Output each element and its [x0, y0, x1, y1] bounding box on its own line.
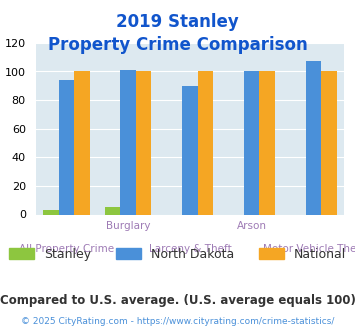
- Text: Burglary: Burglary: [106, 221, 151, 231]
- Text: Arson: Arson: [237, 221, 267, 231]
- Text: 2019 Stanley: 2019 Stanley: [116, 13, 239, 31]
- Bar: [321, 72, 337, 214]
- Bar: [306, 61, 321, 214]
- Text: All Property Crime: All Property Crime: [19, 244, 114, 254]
- Bar: [43, 210, 59, 214]
- Bar: [198, 72, 213, 214]
- Bar: [105, 207, 120, 215]
- Bar: [260, 72, 275, 214]
- Bar: [59, 80, 74, 214]
- Text: Larceny & Theft: Larceny & Theft: [148, 244, 231, 254]
- Bar: [136, 72, 151, 214]
- Text: © 2025 CityRating.com - https://www.cityrating.com/crime-statistics/: © 2025 CityRating.com - https://www.city…: [21, 317, 334, 326]
- Bar: [74, 72, 89, 214]
- Text: Compared to U.S. average. (U.S. average equals 100): Compared to U.S. average. (U.S. average …: [0, 294, 355, 307]
- Text: Motor Vehicle Theft: Motor Vehicle Theft: [263, 244, 355, 254]
- Legend: Stanley, North Dakota, National: Stanley, North Dakota, National: [4, 243, 351, 266]
- Bar: [182, 86, 198, 214]
- Bar: [244, 72, 260, 214]
- Bar: [120, 70, 136, 214]
- Text: Property Crime Comparison: Property Crime Comparison: [48, 36, 307, 54]
